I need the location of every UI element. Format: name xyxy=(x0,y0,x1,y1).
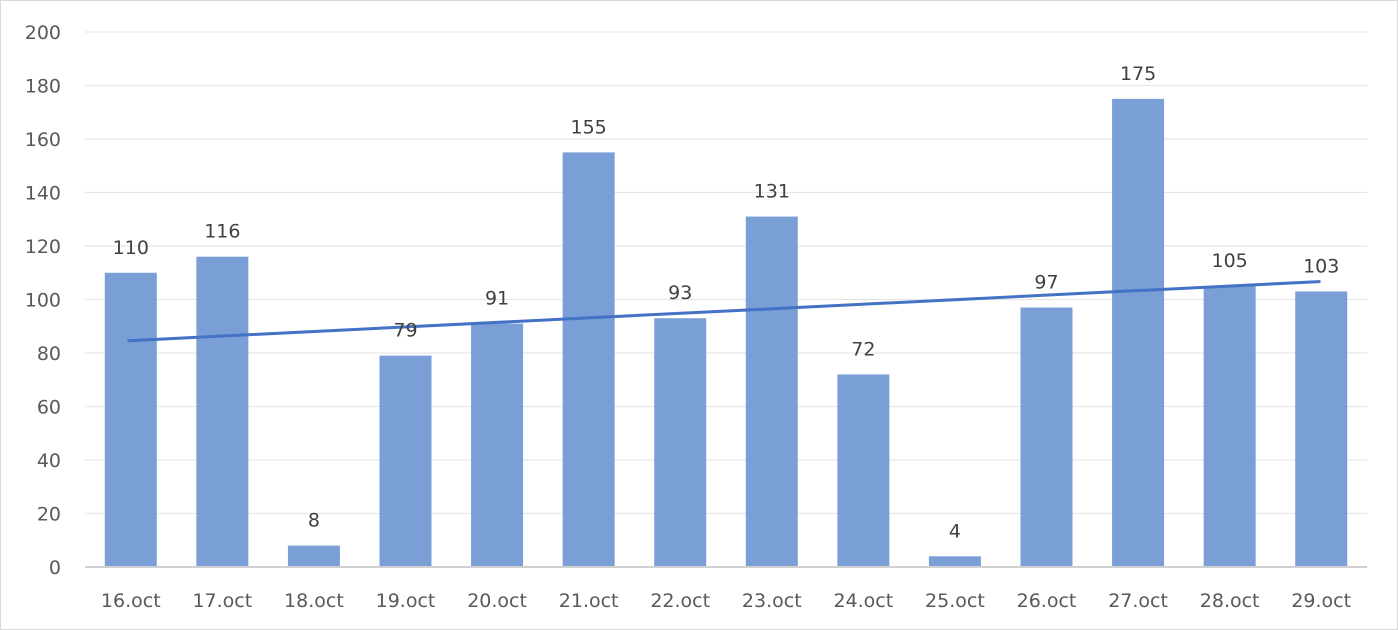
bar-29.oct xyxy=(1295,291,1348,567)
bar-18.oct xyxy=(287,545,340,567)
bar-19.oct xyxy=(379,355,432,567)
y-tick-label: 100 xyxy=(25,290,61,312)
data-label: 175 xyxy=(1120,63,1156,85)
data-label: 131 xyxy=(754,181,790,203)
x-tick-label: 24.oct xyxy=(833,590,893,612)
data-label: 103 xyxy=(1303,255,1339,277)
bar-26.oct xyxy=(1020,307,1073,567)
y-tick-label: 80 xyxy=(37,343,61,365)
x-axis-ticks: 16.oct 17.oct 18.oct 19.oct 20.oct 21.oct 22.o… xyxy=(101,590,1351,612)
x-tick-label: 28.oct xyxy=(1200,590,1260,612)
x-tick-label: 18.oct xyxy=(284,590,344,612)
bar-22.oct xyxy=(654,318,707,567)
bar-23.oct xyxy=(745,216,798,567)
data-label: 72 xyxy=(851,338,875,360)
trendline-group xyxy=(127,280,1321,343)
data-labels: 110 116 8 79 91 155 93 131 72 4 97 175 105 103 xyxy=(113,63,1340,542)
x-tick-label: 16.oct xyxy=(101,590,161,612)
y-tick-label: 40 xyxy=(37,450,61,472)
x-tick-label: 17.oct xyxy=(192,590,252,612)
data-label: 4 xyxy=(949,520,961,542)
data-label: 79 xyxy=(393,320,417,342)
y-tick-label: 160 xyxy=(25,129,61,151)
bar-28.oct xyxy=(1203,286,1256,567)
bar-16.oct xyxy=(104,272,157,567)
x-tick-label: 23.oct xyxy=(742,590,802,612)
x-tick-label: 22.oct xyxy=(650,590,710,612)
y-tick-label: 60 xyxy=(37,397,61,419)
bar-21.oct xyxy=(562,152,615,567)
x-tick-label: 26.oct xyxy=(1017,590,1077,612)
y-tick-label: 140 xyxy=(25,183,61,205)
x-tick-label: 25.oct xyxy=(925,590,985,612)
bar-17.oct xyxy=(196,256,249,567)
data-label: 93 xyxy=(668,282,692,304)
x-tick-label: 21.oct xyxy=(559,590,619,612)
y-tick-label: 120 xyxy=(25,236,61,258)
x-tick-label: 19.oct xyxy=(376,590,436,612)
bars xyxy=(104,98,1348,567)
data-label: 155 xyxy=(571,116,607,138)
data-label: 97 xyxy=(1034,272,1058,294)
bar-20.oct xyxy=(471,323,524,567)
y-tick-label: 20 xyxy=(37,504,61,526)
y-tick-label: 180 xyxy=(25,76,61,98)
y-tick-label: 0 xyxy=(49,557,61,579)
bar-25.oct xyxy=(928,556,981,567)
gridlines xyxy=(85,31,1367,515)
trendline xyxy=(127,280,1321,343)
x-tick-label: 20.oct xyxy=(467,590,527,612)
data-label: 110 xyxy=(113,237,149,259)
y-axis-ticks: 0 20 40 60 80 100 120 140 160 180 200 xyxy=(25,22,61,579)
x-tick-label: 27.oct xyxy=(1108,590,1168,612)
x-tick-label: 29.oct xyxy=(1291,590,1351,612)
data-label: 116 xyxy=(204,221,240,243)
bar-24.oct xyxy=(837,374,890,567)
data-label: 105 xyxy=(1212,250,1248,272)
y-tick-label: 200 xyxy=(25,22,61,44)
data-label: 91 xyxy=(485,288,509,310)
data-label: 8 xyxy=(308,510,320,532)
bar-27.oct xyxy=(1112,98,1165,567)
